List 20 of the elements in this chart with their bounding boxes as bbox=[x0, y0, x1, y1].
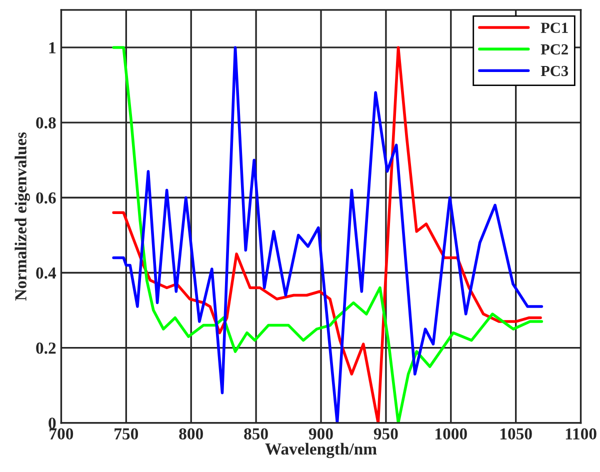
x-tick-label: 1100 bbox=[566, 428, 596, 440]
y-tick-label: 0.2 bbox=[36, 342, 56, 354]
x-axis-title: Wavelength/nm bbox=[265, 442, 377, 458]
x-tick-label: 700 bbox=[50, 428, 74, 440]
y-tick-label: 0.6 bbox=[36, 192, 56, 204]
y-tick-label: 1 bbox=[49, 42, 56, 54]
legend-label: PC2 bbox=[540, 44, 568, 55]
x-tick-label: 850 bbox=[244, 428, 268, 440]
x-tick-label: 950 bbox=[374, 428, 398, 440]
y-axis-title: Normalized eigenvalues bbox=[14, 132, 30, 301]
x-tick-label: 1050 bbox=[500, 428, 532, 440]
legend-label: PC3 bbox=[540, 66, 568, 76]
y-tick-label: 0.4 bbox=[36, 267, 56, 279]
x-tick-label: 800 bbox=[179, 428, 203, 440]
x-tick-label: 750 bbox=[114, 428, 138, 440]
x-tick-label: 1000 bbox=[436, 428, 467, 440]
y-tick-label: 0 bbox=[48, 418, 56, 429]
y-tick-label: 0.8 bbox=[36, 117, 56, 129]
x-tick-label: 900 bbox=[308, 428, 333, 440]
legend-label: PC1 bbox=[540, 22, 568, 33]
